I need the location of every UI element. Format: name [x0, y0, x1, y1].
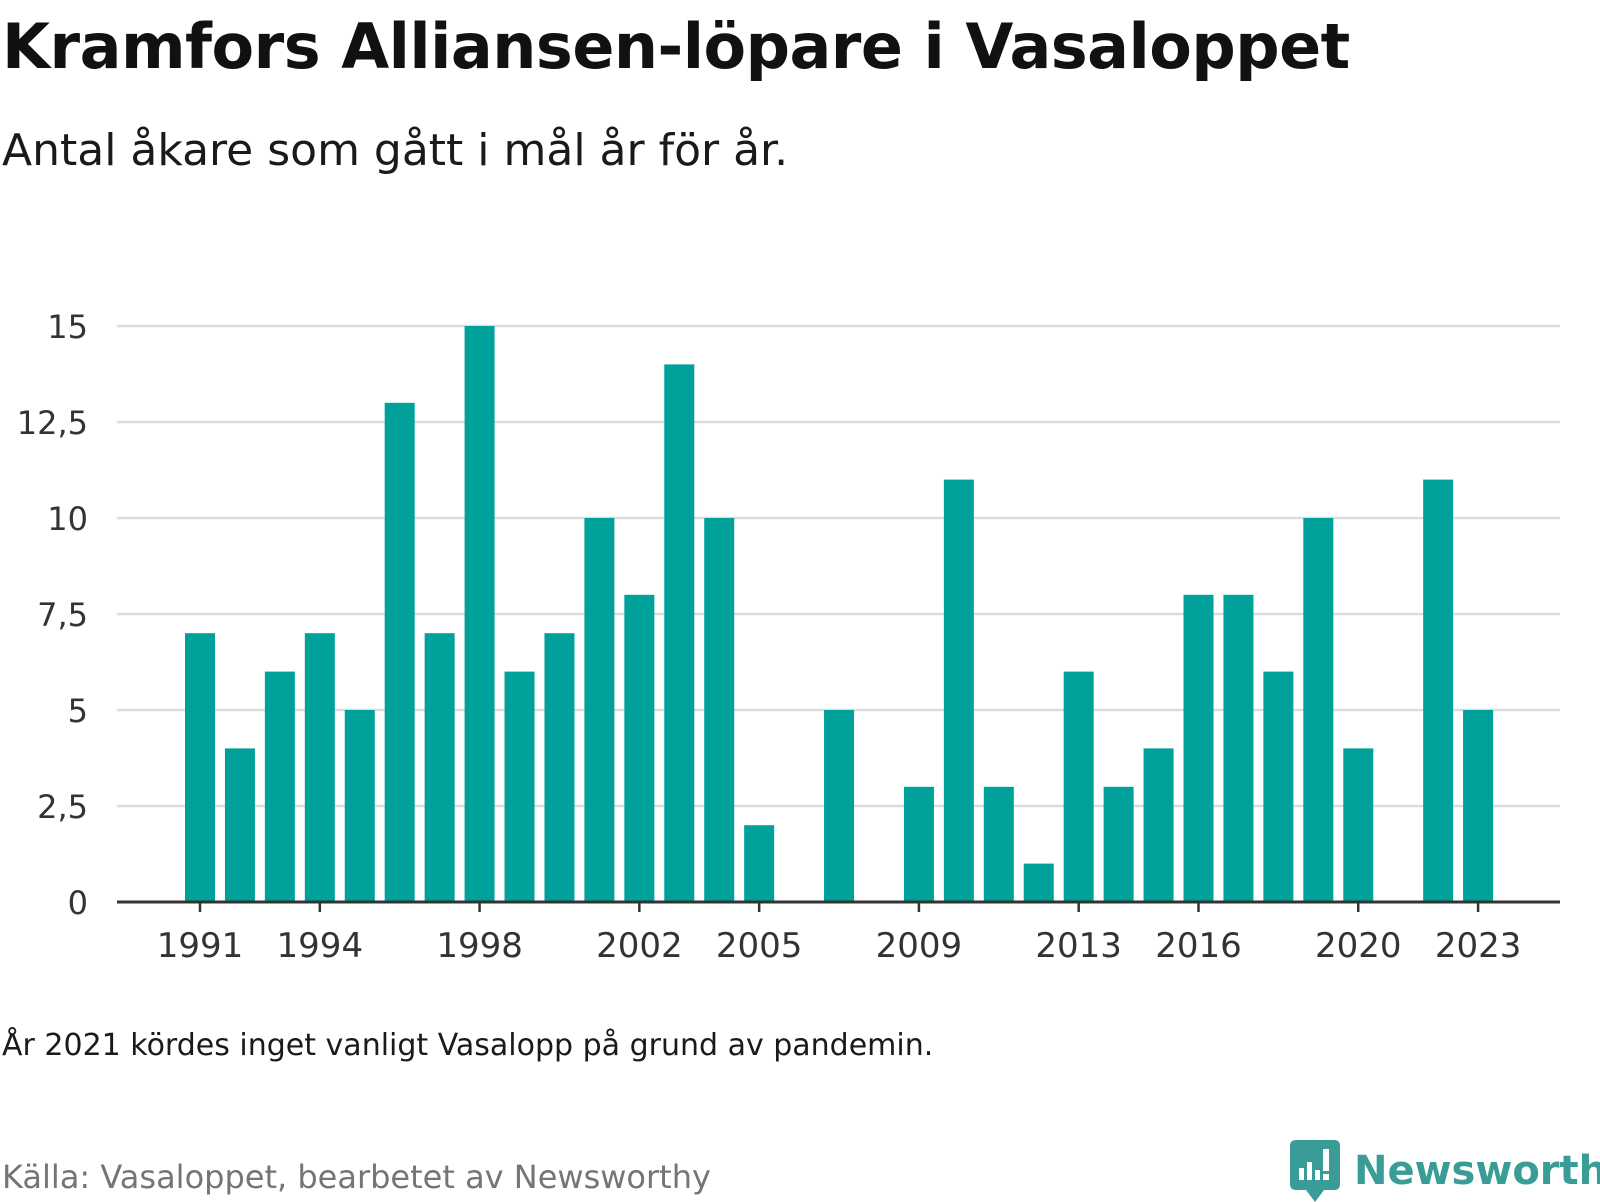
- bars: [185, 326, 1494, 902]
- bar-2016: [1183, 594, 1214, 902]
- bar-2014: [1103, 786, 1134, 902]
- bar-chart: 0 2,5 5 7,5 10 12,5 15 1991 1994 1998 2002 2005 200…: [17, 308, 1560, 966]
- x-tick-label: 2013: [1035, 926, 1122, 966]
- bar-2017: [1223, 594, 1254, 902]
- x-tick-label: 1991: [157, 926, 244, 966]
- bar-2000: [544, 633, 575, 902]
- y-tick-label: 10: [47, 500, 88, 538]
- x-tick-label: 2016: [1155, 926, 1242, 966]
- bar-1992: [224, 748, 255, 902]
- y-axis-labels: 0 2,5 5 7,5 10 12,5 15: [17, 308, 88, 922]
- bar-2022: [1423, 479, 1454, 902]
- bar-2023: [1463, 710, 1494, 902]
- bar-1999: [504, 671, 535, 902]
- bar-2002: [624, 594, 655, 902]
- y-tick-label: 15: [47, 308, 88, 346]
- x-axis-labels: 1991 1994 1998 2002 2005 2009 2013 2016 2020 2023: [157, 926, 1522, 966]
- x-axis: [117, 900, 1560, 912]
- bar-2009: [903, 786, 934, 902]
- bar-2011: [983, 786, 1014, 902]
- y-tick-label: 5: [68, 692, 88, 730]
- y-tick-label: 7,5: [37, 596, 88, 634]
- x-tick-label: 1998: [436, 926, 523, 966]
- bar-2015: [1143, 748, 1174, 902]
- brand-name: Newsworthy: [1354, 1148, 1600, 1194]
- bar-2001: [584, 518, 615, 902]
- chart-subtitle: Antal åkare som gått i mål år för år.: [2, 125, 789, 176]
- bar-1994: [304, 633, 335, 902]
- x-tick-label: 1994: [277, 926, 364, 966]
- bar-2020: [1343, 748, 1374, 902]
- bar-2004: [704, 518, 735, 902]
- bar-1991: [185, 633, 215, 902]
- x-tick-label: 2020: [1315, 926, 1402, 966]
- bar-1997: [424, 633, 455, 902]
- x-tick-label: 2009: [876, 926, 963, 966]
- bar-2019: [1303, 518, 1334, 902]
- bar-1993: [264, 671, 295, 902]
- bar-1995: [344, 710, 375, 902]
- bar-2007: [824, 710, 855, 902]
- x-tick-label: 2023: [1435, 926, 1522, 966]
- bar-2013: [1063, 671, 1094, 902]
- y-tick-label: 2,5: [37, 788, 88, 826]
- bar-2010: [943, 479, 974, 902]
- bar-2005: [744, 825, 775, 902]
- y-tick-label: 12,5: [17, 404, 88, 442]
- newsworthy-logo-icon: [1290, 1140, 1340, 1202]
- brand-logo: Newsworthy: [1290, 1140, 1600, 1202]
- source-credit: Källa: Vasaloppet, bearbetet av Newswort…: [2, 1158, 711, 1196]
- x-tick-label: 2005: [716, 926, 803, 966]
- chart-footnote: År 2021 kördes inget vanligt Vasalopp på…: [2, 1028, 934, 1063]
- x-tick-label: 2002: [596, 926, 683, 966]
- y-tick-label: 0: [68, 884, 88, 922]
- bar-2018: [1263, 671, 1294, 902]
- bar-2003: [664, 364, 695, 902]
- bar-2012: [1023, 863, 1054, 902]
- chart-title: Kramfors Alliansen-löpare i Vasaloppet: [2, 10, 1350, 83]
- bar-1996: [384, 402, 415, 902]
- bar-1998: [464, 326, 495, 902]
